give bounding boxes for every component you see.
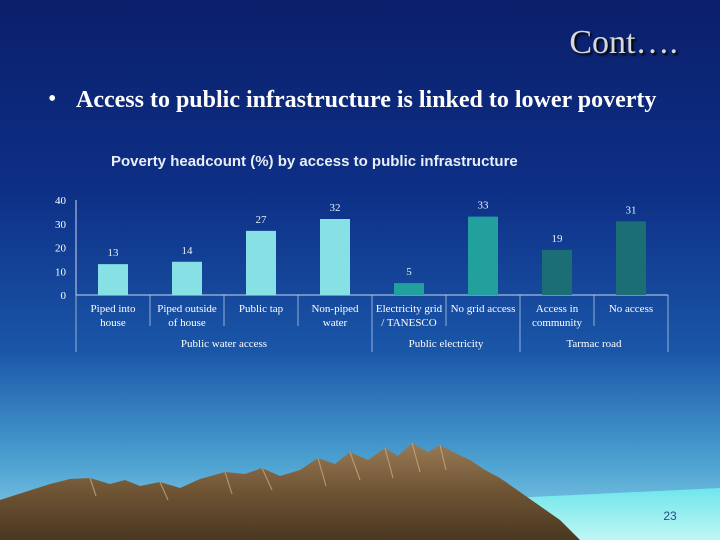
group-label: Public electricity [409,338,484,350]
x-tick-label: Electricity grid [376,303,443,315]
y-tick-label: 20 [55,243,67,255]
bullet-text: Access to public infrastructure is linke… [76,87,657,113]
chart-title: Poverty headcount (%) by access to publi… [111,153,518,170]
chart-bars [98,216,646,295]
data-label: 31 [626,204,637,216]
data-label: 32 [330,202,341,214]
y-tick-label: 10 [55,266,67,278]
y-tick-label: 40 [55,195,67,207]
x-tick-label: house [100,317,126,329]
slide-title: Cont…. [569,24,678,61]
x-tick-label: Access in [536,303,579,315]
mountain-range [0,443,580,540]
bar [468,216,498,295]
page-number: 23 [663,509,677,523]
x-tick-label: Piped into [91,303,136,315]
bar [542,249,572,295]
x-tick-label: Public tap [239,303,284,315]
mountain-highlights [89,442,447,501]
bar [616,221,646,295]
bar [320,219,350,295]
x-tick-label: No grid access [451,303,516,315]
bar [98,264,128,295]
x-tick-label: No access [609,303,653,315]
bar [246,230,276,295]
x-tick-label: water [323,317,348,329]
data-label: 19 [552,233,564,245]
data-label: 13 [108,247,120,259]
data-label: 27 [256,214,268,226]
x-tick-label: Non-piped [311,303,359,315]
bar [172,261,202,295]
data-label: 5 [406,266,412,278]
group-label: Public water access [181,338,267,350]
bullet-icon: • [48,86,57,112]
data-label: 14 [182,245,194,257]
y-tick-label: 0 [61,290,67,302]
x-tick-label: of house [168,317,206,329]
x-tick-label: Piped outside [157,303,217,315]
data-label: 33 [478,200,490,212]
group-label: Tarmac road [566,338,622,350]
y-tick-label: 30 [55,219,67,231]
x-tick-label: / TANESCO [381,317,437,329]
chart-labels: 0 10 20 30 40 13 Piped into house 14 Piped outsid… [55,195,653,350]
x-tick-label: community [532,317,583,329]
bar [394,283,424,295]
